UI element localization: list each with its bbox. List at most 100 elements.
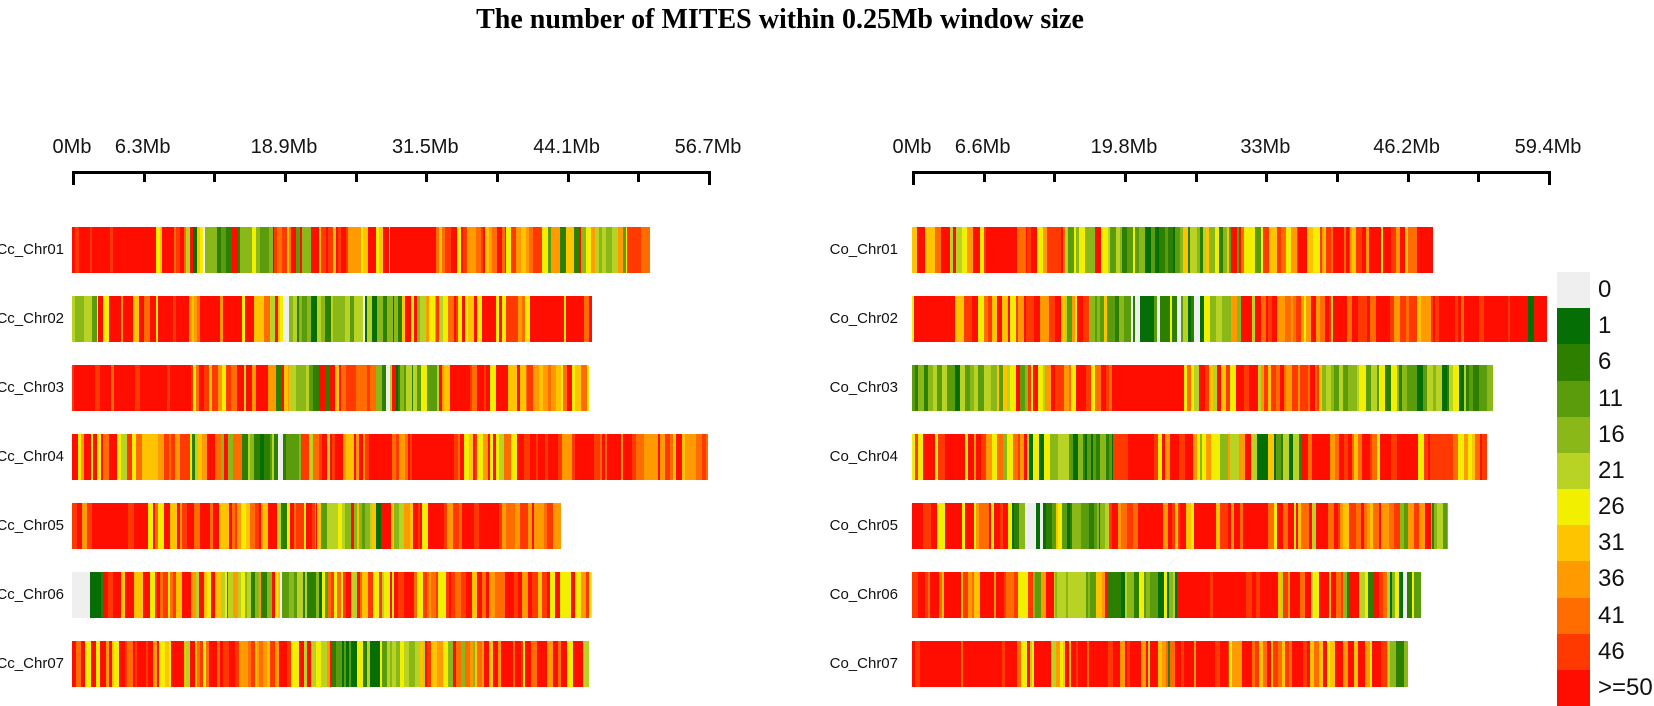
- density-window: [185, 296, 190, 342]
- density-window: [385, 503, 392, 549]
- density-window: [150, 572, 156, 618]
- density-window: [1328, 296, 1332, 342]
- density-window: [1079, 296, 1084, 342]
- density-window: [1208, 227, 1215, 273]
- density-window: [1349, 227, 1352, 273]
- density-window: [640, 227, 644, 273]
- density-window: [345, 641, 349, 687]
- density-window: [931, 503, 937, 549]
- density-window: [1371, 641, 1377, 687]
- density-window: [449, 572, 451, 618]
- density-window: [205, 227, 208, 273]
- density-window: [1188, 572, 1195, 618]
- density-window: [345, 434, 350, 480]
- density-window: [1231, 503, 1235, 549]
- density-window: [924, 365, 928, 411]
- density-window: [1319, 572, 1324, 618]
- density-window: [364, 434, 369, 480]
- density-window: [1380, 641, 1387, 687]
- density-window: [252, 227, 257, 273]
- density-window: [441, 503, 445, 549]
- density-window: [1076, 365, 1081, 411]
- density-window: [538, 365, 543, 411]
- axis-tick: [1477, 171, 1481, 182]
- density-window: [389, 227, 396, 273]
- density-window: [1365, 572, 1369, 618]
- density-window: [392, 365, 397, 411]
- density-window: [939, 503, 945, 549]
- density-window: [198, 365, 204, 411]
- density-window: [509, 641, 514, 687]
- density-window: [1372, 434, 1375, 480]
- density-window: [474, 434, 477, 480]
- density-window: [1158, 572, 1165, 618]
- density-window: [356, 227, 361, 273]
- density-window: [303, 641, 307, 687]
- density-window: [960, 365, 965, 411]
- density-window: [1290, 572, 1297, 618]
- density-window: [297, 296, 299, 342]
- density-window: [1310, 296, 1316, 342]
- density-window: [1164, 365, 1170, 411]
- density-window: [1260, 296, 1266, 342]
- density-window: [439, 365, 443, 411]
- density-window: [1377, 434, 1380, 480]
- density-window: [476, 434, 483, 480]
- density-window: [553, 434, 559, 480]
- density-window: [974, 434, 976, 480]
- density-window: [341, 503, 345, 549]
- density-window: [1303, 572, 1306, 618]
- density-window: [1083, 572, 1086, 618]
- density-window: [366, 365, 370, 411]
- density-window: [1222, 572, 1226, 618]
- density-window: [566, 365, 572, 411]
- density-window: [382, 365, 387, 411]
- density-window: [156, 296, 158, 342]
- density-window: [1348, 227, 1350, 273]
- density-window: [132, 434, 136, 480]
- density-window: [103, 572, 109, 618]
- density-window: [928, 296, 933, 342]
- density-window: [1244, 365, 1250, 411]
- density-window: [415, 434, 418, 480]
- density-window: [184, 503, 187, 549]
- density-window: [1097, 296, 1101, 342]
- density-window: [306, 434, 309, 480]
- density-window: [390, 641, 393, 687]
- density-window: [153, 641, 157, 687]
- density-window: [207, 227, 214, 273]
- density-window: [1246, 641, 1253, 687]
- density-window: [94, 503, 99, 549]
- density-window: [291, 227, 297, 273]
- density-window: [492, 434, 496, 480]
- density-window: [1150, 572, 1154, 618]
- density-window: [1157, 296, 1161, 342]
- density-window: [100, 641, 104, 687]
- density-window: [1033, 434, 1039, 480]
- density-window: [696, 434, 703, 480]
- density-window: [231, 503, 235, 549]
- density-window: [250, 434, 255, 480]
- density-window: [111, 365, 114, 411]
- density-window: [304, 503, 307, 549]
- density-window: [426, 296, 430, 342]
- density-window: [1139, 227, 1142, 273]
- density-window: [1005, 641, 1011, 687]
- density-window: [229, 296, 233, 342]
- density-window: [991, 365, 997, 411]
- density-window: [186, 434, 191, 480]
- density-window: [1062, 572, 1066, 618]
- density-window: [1396, 641, 1402, 687]
- density-window: [172, 503, 175, 549]
- density-window: [277, 503, 282, 549]
- density-window: [1296, 572, 1301, 618]
- density-window: [1493, 296, 1499, 342]
- density-window: [1182, 365, 1185, 411]
- density-window: [1052, 503, 1057, 549]
- density-window: [1101, 365, 1104, 411]
- density-window: [1032, 572, 1035, 618]
- density-window: [321, 296, 325, 342]
- density-window: [155, 572, 158, 618]
- density-window: [1470, 296, 1474, 342]
- density-window: [1435, 296, 1440, 342]
